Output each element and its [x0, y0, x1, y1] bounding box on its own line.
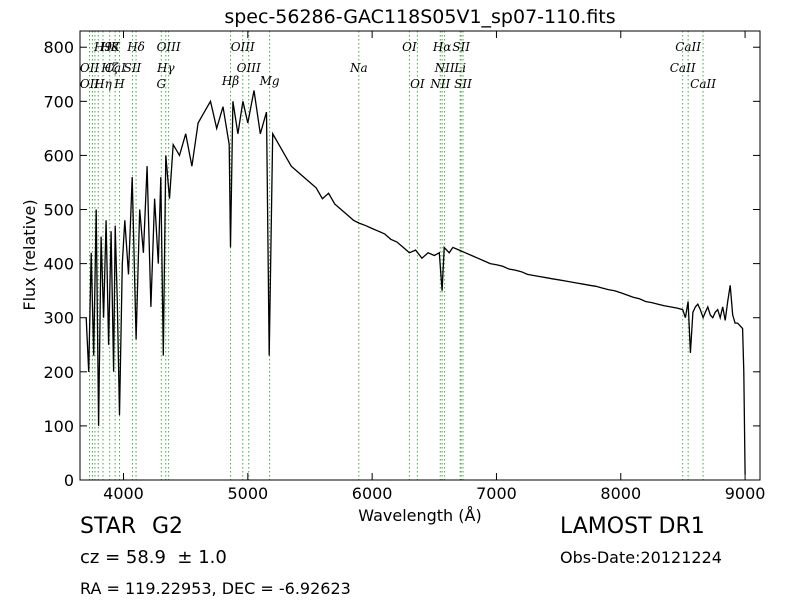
line-label-13: SII	[124, 61, 142, 75]
y-tick-label: 700	[43, 92, 74, 111]
x-tick-4000: 4000	[103, 31, 144, 503]
y-tick-600: 600	[43, 146, 760, 165]
x-tick-8000: 8000	[600, 31, 641, 503]
line-label-11: Hζ	[100, 61, 119, 75]
x-tick-label: 6000	[352, 484, 393, 503]
y-tick-100: 100	[43, 417, 760, 436]
line-label-23: G	[157, 77, 167, 91]
y-tick-0: 0	[64, 471, 760, 490]
x-axis-ticks: 4000 5000 6000 7000 8000 9000	[103, 31, 765, 503]
y-tick-300: 300	[43, 309, 760, 328]
x-tick-label: 8000	[600, 484, 641, 503]
line-label-15: OIII	[237, 61, 261, 75]
plot-frame	[79, 30, 761, 481]
y-tick-800: 800	[43, 38, 760, 57]
line-label-22: H	[113, 77, 125, 91]
line-label-5: OIII	[231, 40, 255, 54]
x-tick-7000: 7000	[476, 31, 517, 503]
y-tick-label: 0	[64, 471, 74, 490]
object-subclass: G2	[152, 514, 184, 539]
x-tick-5000: 5000	[227, 31, 268, 503]
line-label-26: OI	[410, 77, 425, 91]
chart-title: spec-56286-GAC118S05V1_sp07-110.fits	[224, 6, 615, 28]
line-label-9: CaII	[675, 40, 701, 54]
y-tick-label: 200	[43, 363, 74, 382]
redshift-text: cz = 58.9 ± 1.0	[80, 547, 227, 568]
y-tick-400: 400	[43, 255, 760, 274]
line-label-17: Li	[453, 61, 466, 75]
line-label-6: OI	[402, 40, 417, 54]
line-label-1: H8	[100, 40, 119, 54]
line-label-12: CaI	[105, 61, 126, 75]
survey-name: LAMOST DR1	[560, 514, 705, 539]
line-label-20: OII	[80, 77, 100, 91]
y-tick-label: 100	[43, 417, 74, 436]
object-class: STAR	[80, 514, 137, 539]
y-axis-ticks: 0 100 200 300 400 500 600 700 800	[43, 38, 760, 490]
line-label-4: OIII	[157, 40, 181, 54]
line-label-21: Hη	[93, 77, 112, 91]
y-tick-700: 700	[43, 92, 760, 111]
x-tick-label: 9000	[725, 484, 766, 503]
line-label-2: K	[110, 40, 121, 54]
x-tick-6000: 6000	[352, 31, 393, 503]
y-tick-label: 600	[43, 146, 74, 165]
line-label-29: CaII	[690, 77, 716, 91]
line-label-24: Hβ	[221, 74, 239, 88]
line-label-19: Na	[349, 61, 368, 75]
x-tick-label: 7000	[476, 484, 517, 503]
line-label-27: NII	[429, 77, 450, 91]
y-tick-label: 500	[43, 201, 74, 220]
line-label-8: SII	[452, 40, 470, 54]
line-label-7: Hα	[432, 40, 452, 54]
obs-date: Obs-Date:20121224	[560, 548, 722, 567]
x-tick-label: 5000	[227, 484, 268, 503]
line-label-18: CaII	[670, 61, 696, 75]
y-tick-label: 400	[43, 255, 74, 274]
emission-line-markers	[89, 31, 704, 480]
x-tick-label: 4000	[103, 484, 144, 503]
line-label-0: H9	[93, 40, 112, 54]
line-label-3: Hδ	[126, 40, 145, 54]
line-label-28: SII	[454, 77, 472, 91]
y-axis-label: Flux (relative)	[20, 199, 39, 310]
y-tick-200: 200	[43, 363, 760, 382]
line-label-14: Hγ	[156, 61, 175, 75]
x-tick-9000: 9000	[725, 31, 766, 503]
y-tick-500: 500	[43, 201, 760, 220]
y-tick-label: 300	[43, 309, 74, 328]
line-label-10: OII	[80, 61, 100, 75]
line-label-25: Mg	[259, 74, 280, 88]
spectrum-line	[85, 90, 746, 475]
line-label-16: NII	[434, 61, 455, 75]
coordinates-text: RA = 119.22953, DEC = -6.92623	[80, 579, 351, 598]
x-axis-label: Wavelength (Å)	[358, 506, 481, 525]
y-tick-label: 800	[43, 38, 74, 57]
